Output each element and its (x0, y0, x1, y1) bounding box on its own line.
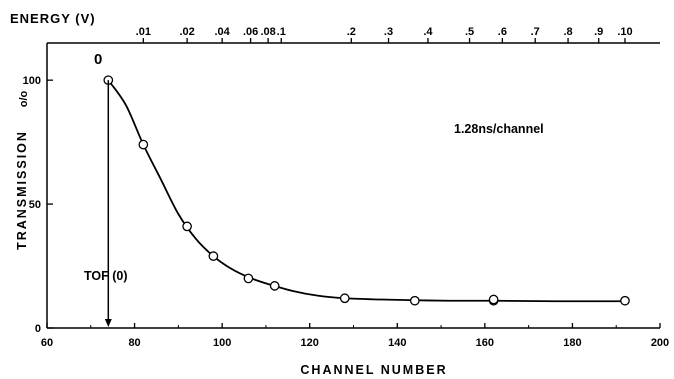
x-tick-label: 200 (651, 337, 669, 349)
data-point (182, 221, 192, 232)
x-tick-label: 80 (128, 337, 140, 349)
transmission-curve (107, 79, 625, 303)
channel-axis: 60 80 100 120 140 160 180 200 (41, 323, 669, 349)
data-point (243, 273, 254, 284)
y-axis-unit: o/o (18, 90, 30, 107)
x-tick-label: 120 (301, 337, 319, 349)
y-tick-label: 50 (29, 199, 41, 211)
energy-tick-label: .04 (214, 26, 230, 38)
transmission-axis: 0 50 100 (23, 75, 53, 335)
energy-tick-label: .8 (563, 26, 572, 38)
data-point (208, 251, 219, 261)
energy-tick-label: .9 (594, 26, 603, 38)
data-point (339, 293, 350, 304)
data-point (138, 139, 149, 150)
energy-tick-label: .06 (243, 26, 258, 38)
x-tick-label: 140 (388, 337, 406, 349)
x-axis-title: CHANNEL NUMBER (300, 363, 447, 377)
energy-axis-title: ENERGY (V) (10, 11, 96, 26)
data-point (409, 295, 420, 306)
data-point (488, 294, 499, 305)
energy-tick-label: .02 (179, 26, 194, 38)
y-tick-label: 0 (35, 323, 41, 335)
energy-tick-label: .3 (384, 26, 393, 38)
energy-tick-label: .7 (531, 26, 540, 38)
energy-tick-label: .01 (136, 26, 151, 38)
annotations (104, 80, 112, 327)
zero-label: 0 (94, 51, 102, 68)
fit-curve (107, 79, 625, 303)
energy-tick-label: .6 (498, 26, 507, 38)
energy-tick-label: .5 (465, 26, 474, 38)
y-tick-label: 100 (23, 75, 41, 87)
data-point (620, 295, 630, 306)
x-tick-label: 160 (476, 337, 494, 349)
energy-tick-label: .2 (347, 26, 356, 38)
energy-tick-label: .10 (617, 26, 632, 38)
x-tick-label: 60 (41, 337, 53, 349)
plot-frame (46, 42, 660, 329)
data-point (269, 281, 280, 291)
energy-tick-label: .1 (277, 26, 286, 38)
x-tick-label: 180 (563, 337, 581, 349)
energy-tick-label: .4 (423, 26, 433, 38)
energy-axis: .01 .02 .04 .06.08.1 .2 .3 .4 .5 .6 .7 .8 .9 .10 (136, 26, 633, 43)
energy-tick-label: .08 (260, 26, 275, 38)
rate-label: 1.28ns/channel (454, 122, 544, 136)
y-axis-title: TRANSMISSION (15, 130, 29, 250)
tof-label: TOF (0) (84, 269, 128, 283)
data-points (103, 75, 630, 306)
tof-arrow-head (104, 319, 112, 327)
x-tick-label: 100 (213, 337, 231, 349)
